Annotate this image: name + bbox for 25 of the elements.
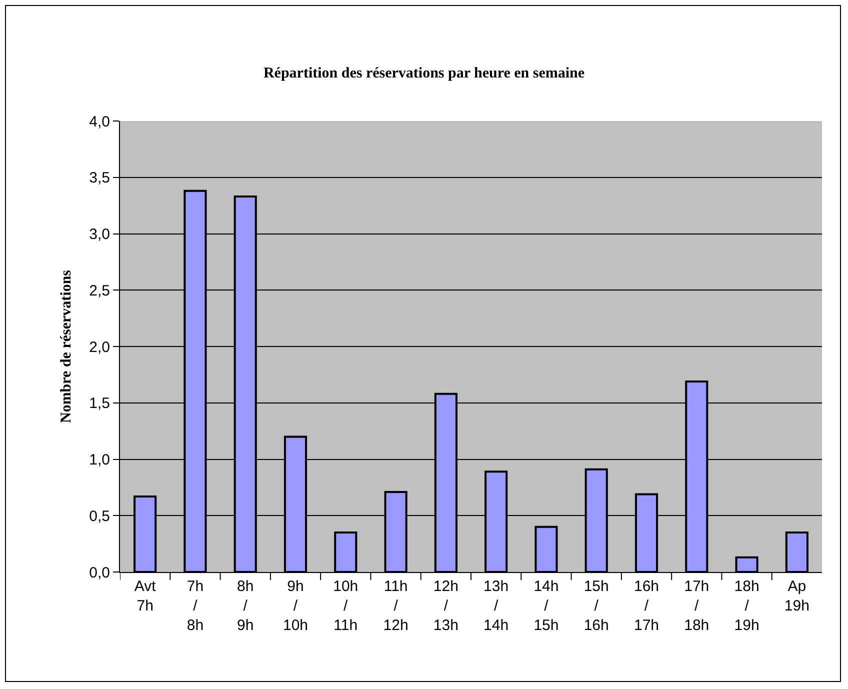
x-tick-label: 17h / 18h xyxy=(684,578,710,634)
y-tick-label: 0,0 xyxy=(89,564,110,582)
x-tick-label: 9h / 10h xyxy=(282,578,308,634)
x-tick-label: 12h / 13h xyxy=(433,578,458,634)
y-tick-label: 4,0 xyxy=(89,113,110,130)
x-tick-label: 14h / 15h xyxy=(534,578,559,634)
x-tick-label: 18h / 19h xyxy=(734,578,760,634)
x-tick-label: Avt 7h xyxy=(134,578,157,614)
chart-title: Répartition des réservations par heure en semaine xyxy=(263,66,585,82)
x-tick-label: 13h / 14h xyxy=(484,578,509,634)
y-tick-label: 2,5 xyxy=(89,282,110,300)
y-tick-label: 0,5 xyxy=(89,508,110,525)
x-tick-label: 11h / 12h xyxy=(383,578,408,634)
y-tick-label: 2,0 xyxy=(89,338,110,356)
y-tick-label: 1,0 xyxy=(89,452,110,468)
y-tick-label: 3,0 xyxy=(89,226,110,243)
x-tick-label: 16h / 17h xyxy=(634,578,660,634)
x-tick-label: 8h / 9h xyxy=(237,578,254,634)
x-tick-label: 10h / 11h xyxy=(333,578,358,634)
x-tick-label: 7h / 8h xyxy=(186,578,204,634)
y-tick-label: 3,5 xyxy=(89,170,110,187)
y-tick-label: 1,5 xyxy=(89,395,110,412)
x-tick-label: 15h / 16h xyxy=(584,578,609,634)
x-tick-label: Ap 19h xyxy=(784,578,810,614)
y-axis-title: Nombre de réservations xyxy=(58,270,74,424)
